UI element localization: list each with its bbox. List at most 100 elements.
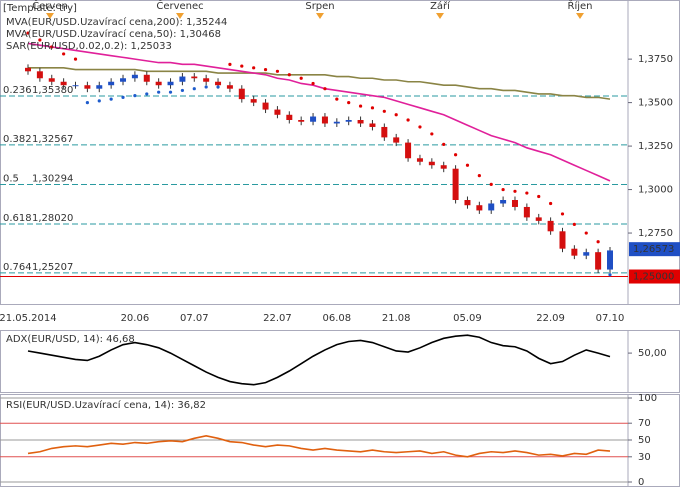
- sar-dot: [228, 62, 232, 66]
- fib-price: 1,30294: [32, 173, 73, 184]
- sar-dot: [477, 174, 481, 178]
- candle-body: [60, 81, 67, 86]
- month-marker: [576, 13, 584, 19]
- candle-body: [262, 102, 269, 110]
- x-tick-label: 05.09: [453, 313, 482, 324]
- candle-body: [286, 114, 293, 120]
- candle-body: [405, 142, 412, 159]
- candle-body: [179, 76, 186, 82]
- candle-body: [369, 123, 376, 127]
- sar-dot: [109, 97, 113, 101]
- candle-body: [535, 217, 542, 221]
- legend-entry: MVA(EUR/USD.Uzavírací cena,50): 1,30468: [6, 28, 221, 40]
- sar-dot: [501, 187, 505, 192]
- sar-dot: [549, 201, 553, 206]
- x-tick-label: 21.05.2014: [0, 313, 57, 324]
- month-label: Červenec: [156, 0, 203, 12]
- sar-dot: [525, 191, 529, 195]
- sar-dot: [26, 31, 30, 35]
- sar-dot: [73, 57, 78, 61]
- sar-dot: [85, 101, 89, 105]
- sar-dot: [38, 38, 42, 42]
- sar-dot: [465, 163, 470, 167]
- series-line: [27, 42, 611, 182]
- candle-body: [36, 71, 43, 79]
- sar-dot: [596, 240, 600, 244]
- y-tick-label: 1,3750: [638, 54, 673, 65]
- sar-dot: [513, 189, 517, 193]
- candle-body: [416, 158, 423, 162]
- candle-body: [298, 120, 305, 122]
- candle-body: [120, 78, 127, 82]
- candle-body: [345, 120, 352, 122]
- candle-body: [464, 200, 471, 206]
- candle-body: [108, 81, 115, 86]
- price-box: [629, 269, 680, 284]
- sar-dot: [240, 64, 244, 68]
- candle-body: [393, 137, 400, 143]
- y-tick-label: 1,3000: [638, 185, 673, 196]
- x-tick-label: 07.07: [180, 313, 209, 324]
- month-marker: [46, 13, 54, 19]
- candle-body: [428, 161, 435, 166]
- sar-dot: [287, 73, 291, 77]
- fib-level: 0.236: [3, 85, 32, 96]
- y-tick-label: 100: [638, 393, 657, 404]
- month-marker: [176, 13, 184, 19]
- sar-dot: [121, 95, 125, 99]
- legend-entry: ADX(EUR/USD, 14): 46,68: [6, 334, 135, 345]
- sar-dot: [180, 88, 185, 93]
- candle-body: [452, 168, 459, 200]
- y-tick-label: 70: [638, 418, 651, 429]
- y-tick-label: 1,3500: [638, 98, 673, 109]
- candle-body: [131, 74, 138, 79]
- series-line: [27, 334, 611, 386]
- candle-body: [607, 250, 613, 270]
- candle-body: [250, 99, 257, 103]
- candle-body: [571, 248, 578, 256]
- sar-dot: [347, 101, 351, 105]
- sar-dot: [133, 94, 137, 98]
- sar-dot: [204, 85, 208, 89]
- candle-body: [500, 200, 507, 204]
- y-tick-label: 30: [638, 452, 651, 463]
- candle-body: [333, 121, 340, 124]
- sar-dot: [311, 81, 315, 86]
- candle-body: [25, 67, 31, 72]
- sar-dot: [382, 109, 386, 113]
- sar-dot: [572, 222, 576, 226]
- candle-body: [274, 109, 281, 115]
- sar-dot: [216, 85, 220, 89]
- fib-price: 1,35380: [32, 85, 73, 96]
- x-tick-label: 22.09: [536, 313, 565, 324]
- x-tick-label: 20.06: [121, 313, 150, 324]
- sar-dot: [418, 125, 422, 129]
- sar-dot: [157, 90, 161, 94]
- candle-body: [511, 200, 518, 207]
- candle-body: [191, 76, 198, 79]
- x-tick-label: 06.08: [322, 313, 351, 324]
- fib-level: 0.382: [3, 134, 32, 145]
- candle-body: [203, 78, 210, 82]
- candle-body: [167, 81, 174, 86]
- candle-body: [476, 205, 483, 211]
- month-label: Říjen: [568, 0, 593, 12]
- sar-dot: [560, 212, 565, 216]
- y-tick-label: 1,2750: [638, 228, 673, 239]
- month-label: Červen: [32, 0, 68, 12]
- sar-dot: [168, 90, 173, 94]
- sar-dot: [252, 66, 256, 70]
- sar-dot: [275, 69, 280, 73]
- candle-body: [72, 85, 79, 87]
- sar-dot: [263, 67, 268, 72]
- candle-body: [321, 116, 328, 124]
- candle-body: [310, 116, 317, 122]
- y-tick-label: 0: [638, 477, 644, 487]
- sar-dot: [145, 92, 149, 96]
- sar-dot: [608, 273, 612, 277]
- candle-body: [488, 203, 495, 211]
- month-label: Srpen: [305, 1, 334, 12]
- fib-price: 1,28020: [32, 213, 73, 224]
- candle-body: [547, 220, 554, 232]
